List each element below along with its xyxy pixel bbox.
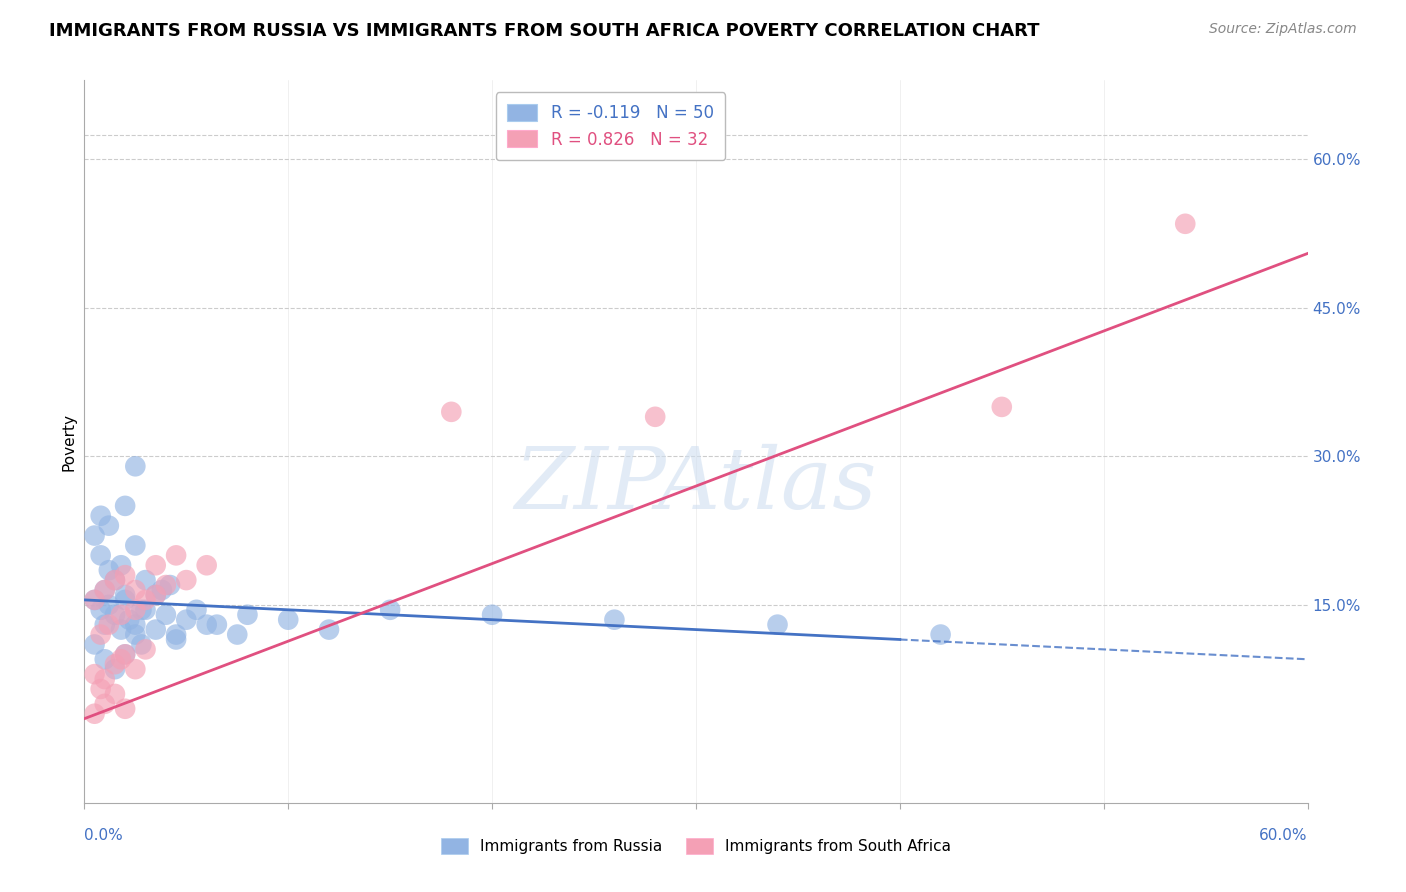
Text: ZIPAtlas: ZIPAtlas <box>515 443 877 526</box>
Point <box>90 508 112 523</box>
Point <box>318 623 340 637</box>
Point <box>104 573 127 587</box>
Text: Source: ZipAtlas.com: Source: ZipAtlas.com <box>1209 22 1357 37</box>
Point <box>90 603 112 617</box>
Point <box>131 603 153 617</box>
Point <box>277 613 299 627</box>
Point <box>766 617 789 632</box>
Legend: Immigrants from Russia, Immigrants from South Africa: Immigrants from Russia, Immigrants from … <box>434 832 957 860</box>
Point <box>124 539 146 553</box>
Point <box>114 593 136 607</box>
Point <box>104 687 127 701</box>
Point <box>114 648 136 662</box>
Point <box>93 672 115 686</box>
Point <box>174 573 197 587</box>
Point <box>991 400 1014 414</box>
Point <box>1174 217 1197 231</box>
Point <box>104 662 127 676</box>
Point <box>124 459 146 474</box>
Point <box>83 593 105 607</box>
Point <box>124 582 146 597</box>
Point <box>93 582 115 597</box>
Point <box>380 603 402 617</box>
Point <box>83 528 105 542</box>
Point <box>644 409 666 424</box>
Point <box>83 637 105 651</box>
Point <box>165 627 187 641</box>
Point <box>236 607 259 622</box>
Point <box>481 607 503 622</box>
Text: 60.0%: 60.0% <box>1260 828 1308 843</box>
Point <box>90 627 112 641</box>
Y-axis label: Poverty: Poverty <box>60 412 76 471</box>
Point <box>90 549 112 563</box>
Point <box>124 603 146 617</box>
Point <box>440 405 463 419</box>
Text: IMMIGRANTS FROM RUSSIA VS IMMIGRANTS FROM SOUTH AFRICA POVERTY CORRELATION CHART: IMMIGRANTS FROM RUSSIA VS IMMIGRANTS FRO… <box>49 22 1039 40</box>
Point <box>93 582 115 597</box>
Point <box>104 607 127 622</box>
Point <box>155 607 177 622</box>
Point <box>93 617 115 632</box>
Point <box>110 652 132 666</box>
Point <box>174 613 197 627</box>
Point <box>124 627 146 641</box>
Point <box>104 573 127 587</box>
Point <box>114 568 136 582</box>
Point <box>603 613 626 627</box>
Point <box>205 617 228 632</box>
Point <box>135 603 157 617</box>
Point <box>145 558 167 573</box>
Point <box>155 578 177 592</box>
Point <box>165 549 187 563</box>
Point <box>93 652 115 666</box>
Point <box>83 706 105 721</box>
Point <box>83 667 105 681</box>
Point <box>226 627 249 641</box>
Point <box>118 613 141 627</box>
Point <box>195 558 218 573</box>
Point <box>186 603 208 617</box>
Point <box>110 607 132 622</box>
Point <box>93 697 115 711</box>
Point <box>97 617 120 632</box>
Point <box>83 593 105 607</box>
Point <box>159 578 181 592</box>
Point <box>135 642 157 657</box>
Point <box>124 617 146 632</box>
Point <box>195 617 218 632</box>
Point <box>114 648 136 662</box>
Point <box>145 623 167 637</box>
Point <box>150 582 173 597</box>
Point <box>165 632 187 647</box>
Point <box>104 657 127 672</box>
Point <box>929 627 952 641</box>
Point <box>97 598 120 612</box>
Point <box>124 662 146 676</box>
Point <box>114 588 136 602</box>
Point <box>110 623 132 637</box>
Point <box>97 518 120 533</box>
Point <box>131 637 153 651</box>
Point <box>135 573 157 587</box>
Point <box>145 588 167 602</box>
Point <box>114 499 136 513</box>
Point <box>145 588 167 602</box>
Point <box>97 563 120 577</box>
Point <box>90 681 112 696</box>
Text: 0.0%: 0.0% <box>84 828 124 843</box>
Point <box>135 593 157 607</box>
Point <box>110 558 132 573</box>
Point <box>114 702 136 716</box>
